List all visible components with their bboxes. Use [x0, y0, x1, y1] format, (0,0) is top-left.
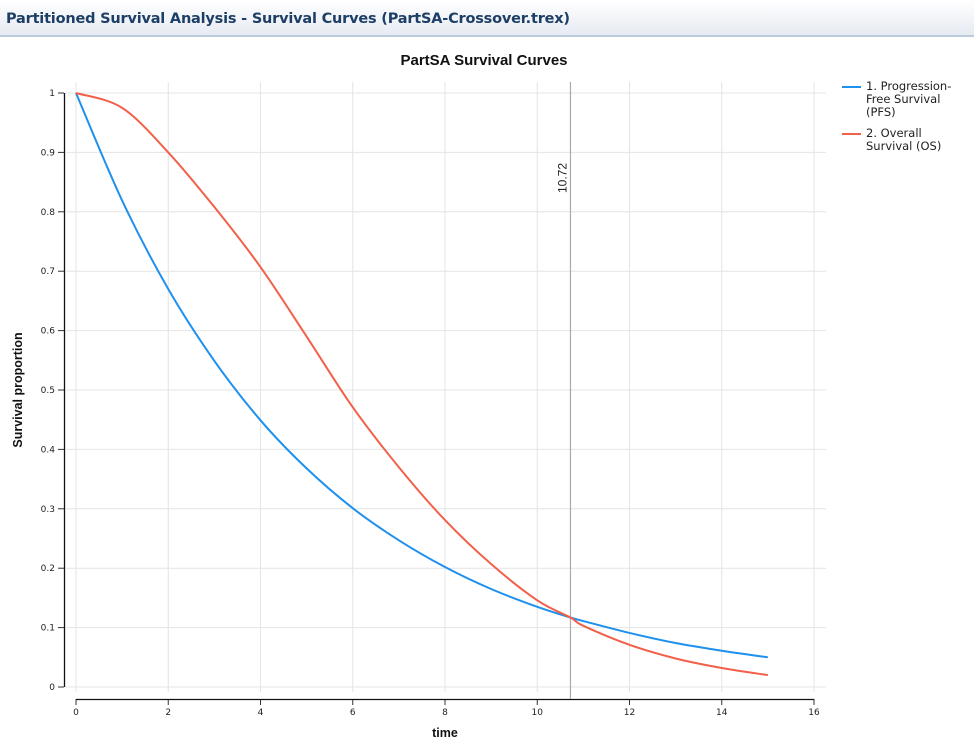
x-axis: 0 2 4 6 8 10 12 14 16: [73, 698, 820, 718]
x-tick-label: 6: [350, 708, 356, 718]
vertical-marker: 10.72: [555, 82, 572, 699]
x-tick-label: 0: [73, 708, 79, 718]
y-tick-label: 0.5: [41, 386, 55, 396]
x-tick-label: 10: [532, 708, 544, 718]
x-tick-label: 16: [808, 708, 820, 718]
y-tick-label: 1: [49, 89, 55, 99]
y-tick-label: 0.9: [41, 148, 56, 158]
y-tick-label: 0.8: [41, 208, 56, 218]
x-tick-label: 12: [624, 708, 635, 718]
y-tick-label: 0.6: [41, 327, 56, 337]
x-axis-title: time: [432, 726, 458, 740]
x-tick-label: 4: [258, 708, 264, 718]
y-tick-label: 0.1: [41, 624, 55, 634]
legend-label-os: 2. Overall Survival (OS): [866, 126, 942, 153]
grid-lines: [66, 82, 826, 692]
y-tick-label: 0.3: [41, 505, 55, 515]
pfs-curve: [75, 92, 769, 659]
chart-legend: 1. Progression-Free Survival (PFS) 2. Ov…: [840, 80, 970, 161]
y-tick-label: 0.4: [41, 445, 56, 455]
chart-title: PartSA Survival Curves: [400, 52, 567, 69]
y-axis: 0 0.1 0.2 0.3 0.4 0.5 0.6 0.7 0.8 0.9 1: [41, 89, 66, 693]
legend-item-pfs[interactable]: 1. Progression-Free Survival (PFS): [840, 80, 970, 119]
x-tick-label: 2: [165, 708, 171, 718]
y-axis-title: Survival proportion: [11, 332, 25, 447]
marker-label: 10.72: [555, 163, 569, 193]
window-header: Partitioned Survival Analysis - Survival…: [0, 0, 974, 37]
y-tick-label: 0.7: [41, 267, 55, 277]
y-tick-label: 0.2: [41, 564, 55, 574]
x-tick-label: 14: [716, 708, 728, 718]
legend-label-pfs: 1. Progression-Free Survival (PFS): [866, 79, 952, 119]
os-curve: [75, 92, 769, 677]
legend-swatch-os: [842, 133, 861, 135]
legend-swatch-pfs: [842, 86, 861, 88]
window-title: Partitioned Survival Analysis - Survival…: [6, 11, 570, 27]
x-tick-label: 8: [442, 708, 448, 718]
y-tick-label: 0: [49, 683, 55, 693]
legend-item-os[interactable]: 2. Overall Survival (OS): [840, 127, 970, 153]
series-lines: [75, 92, 769, 677]
